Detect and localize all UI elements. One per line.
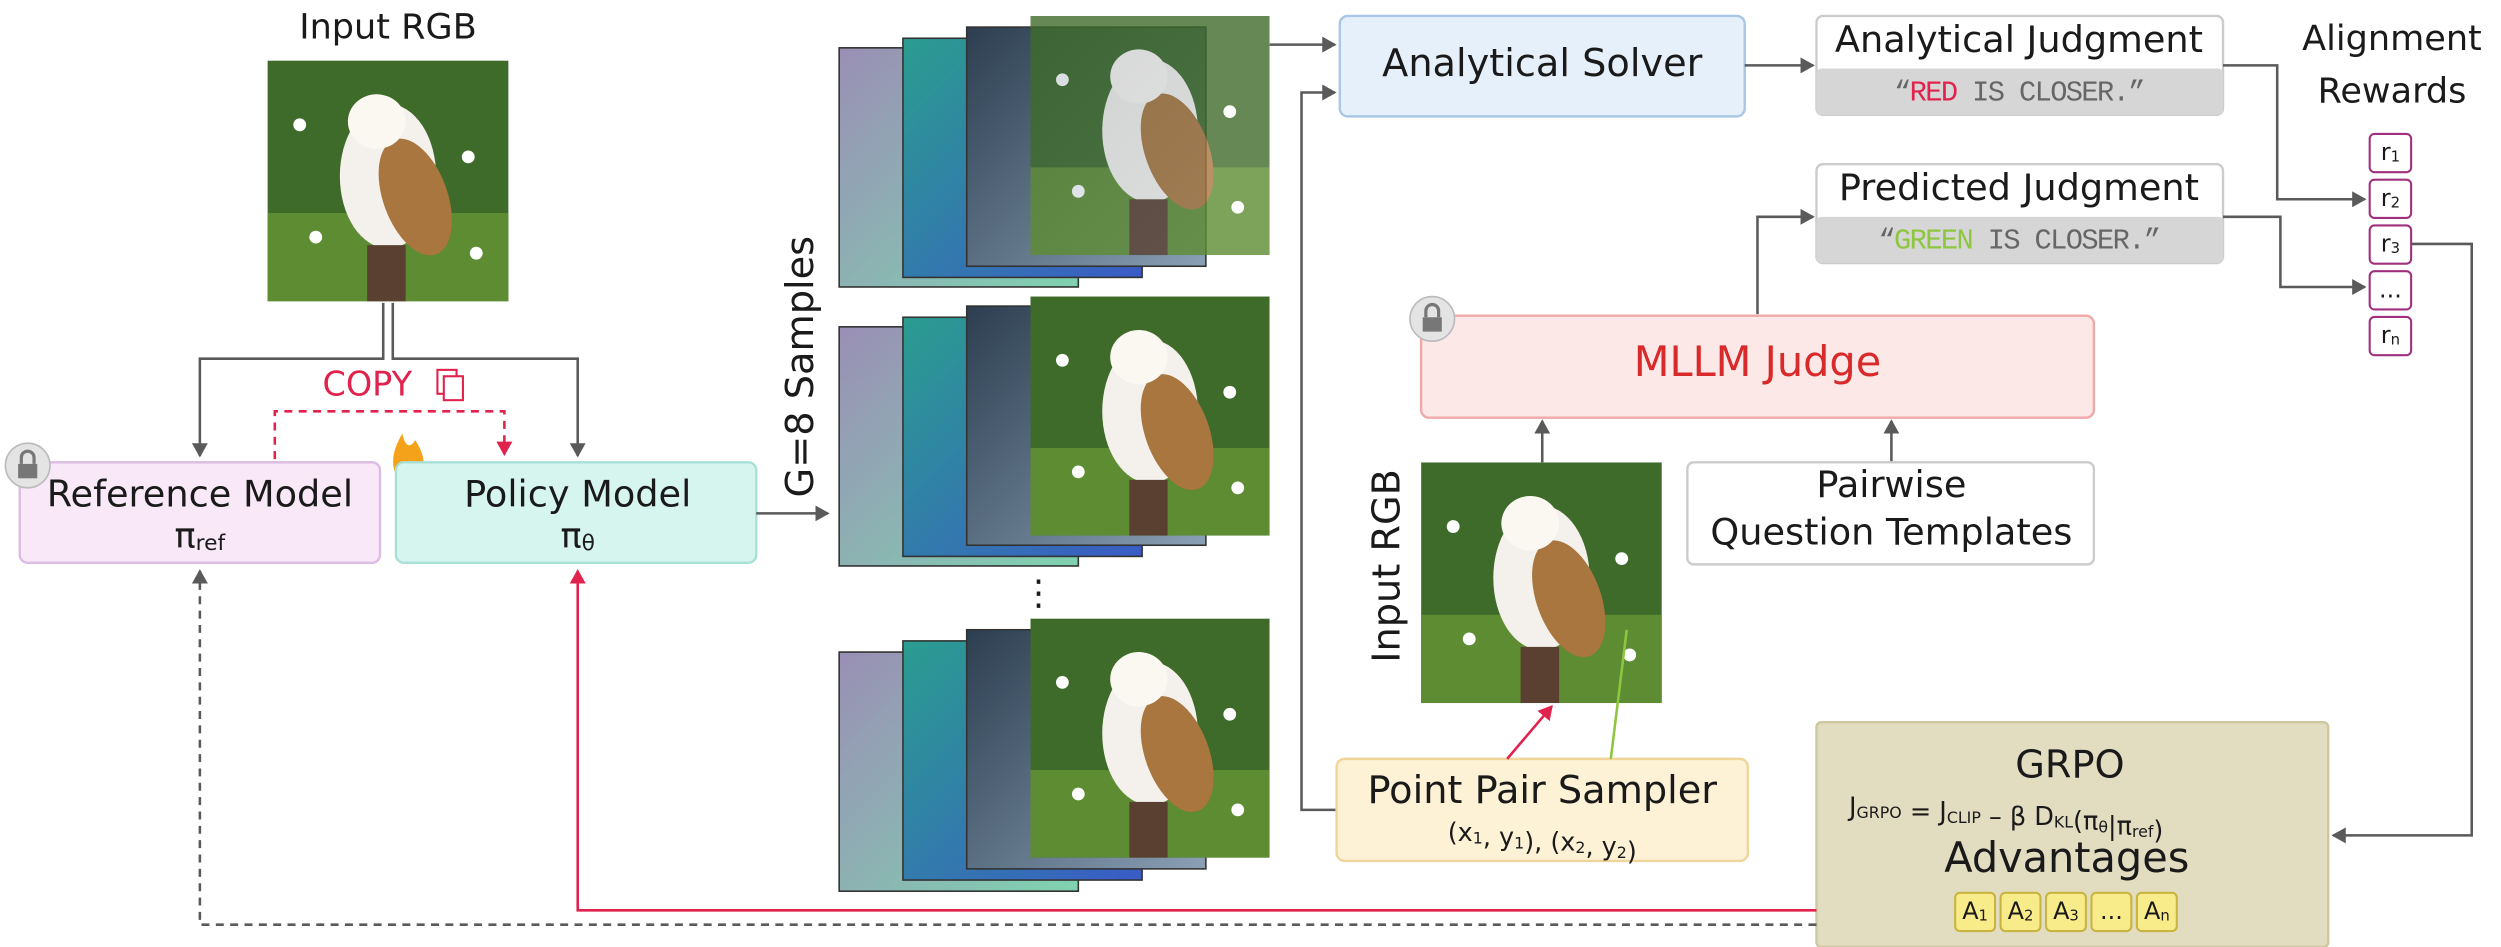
- text-part: = J: [1902, 797, 1947, 827]
- subscript: 1: [1473, 828, 1483, 847]
- text-part: A: [2008, 897, 2025, 925]
- copy-arrow: [275, 411, 505, 459]
- arrow: [1757, 217, 1813, 314]
- body: Input RGB COPY Reference Model πref Poli…: [0, 0, 2501, 947]
- sample-stack: [839, 619, 1269, 892]
- subscript: CLIP: [1947, 807, 1981, 826]
- quote-part: “: [1878, 224, 1894, 257]
- text-part: , y: [1483, 823, 1514, 853]
- arrow: [1302, 92, 1337, 809]
- text-part: r: [2381, 138, 2391, 166]
- point-arrow: [1507, 706, 1552, 759]
- sample-stack: [839, 297, 1269, 566]
- text-part: (x: [1448, 818, 1473, 848]
- subscript: 2: [2024, 907, 2033, 924]
- subscript: 2: [1575, 838, 1585, 857]
- text-part: ...: [2379, 275, 2402, 303]
- text-part: A: [2144, 897, 2161, 925]
- text-part: r: [2381, 184, 2391, 212]
- sample-card: [1030, 619, 1269, 858]
- grpo-title: GRPO: [2015, 742, 2124, 787]
- arrow: [393, 303, 578, 456]
- page: GRPO alignment pipeline { "input_rgb_top…: [0, 0, 2501, 947]
- subscript: KL: [2054, 812, 2073, 831]
- ellipsis: ⋮: [1021, 573, 1056, 614]
- lock-body: [1423, 317, 1442, 331]
- predicted-judgment-title: Predicted Judgment: [1839, 166, 2199, 209]
- subscript: ref: [196, 531, 227, 556]
- quote-part: IS CLOSER.”: [1956, 76, 2143, 109]
- alignment-rewards-title: Alignment: [2302, 18, 2482, 59]
- subscript: n: [2391, 332, 2400, 349]
- subscript: 2: [2391, 194, 2400, 211]
- text-part: J: [1847, 792, 1857, 822]
- sample-card: [1030, 297, 1269, 536]
- subscript: θ: [582, 531, 595, 556]
- text-part: ), (x: [1524, 827, 1575, 857]
- samples-label: G=8 Samples: [778, 236, 823, 498]
- text-part: (π: [2073, 807, 2098, 837]
- analytical-judgment-quote: “RED IS CLOSER.”: [1894, 76, 2144, 109]
- chip-label: ...: [2379, 275, 2402, 303]
- copy-label: COPY: [322, 364, 412, 403]
- quote-part: “: [1894, 76, 1910, 109]
- point-pair-sampler-label: Point Pair Sampler: [1367, 768, 1717, 813]
- text-part: , y: [1585, 832, 1616, 862]
- input-image: [268, 61, 509, 302]
- input-image: [1421, 462, 1662, 703]
- pairwise-label: Pairwise: [1816, 463, 1966, 506]
- diagram: Input RGB COPY Reference Model πref Poli…: [0, 0, 2501, 947]
- text-part: r: [2381, 321, 2391, 349]
- quote-part: GREEN: [1894, 224, 1972, 257]
- text-part: π: [175, 515, 196, 556]
- text-part: A: [1962, 897, 1979, 925]
- analytical-judgment-title: Analytical Judgment: [1835, 18, 2203, 61]
- sample-stack: [839, 16, 1269, 287]
- alignment-rewards-title: Rewards: [2318, 70, 2467, 111]
- reference-model-label: Reference Model: [47, 472, 353, 515]
- subscript: GRPO: [1857, 803, 1902, 822]
- lock-body: [18, 464, 37, 478]
- advantages: A1A2A3...An: [1955, 893, 2177, 931]
- subscript: 1: [2391, 148, 2400, 165]
- subscript: n: [2160, 907, 2169, 924]
- pairwise-label: Question Templates: [1710, 511, 2072, 554]
- subscript: 1: [1979, 907, 1988, 924]
- policy-model-label: Policy Model: [464, 472, 691, 515]
- advantages-title: Advantages: [1944, 834, 2189, 882]
- text-part: π: [560, 515, 581, 556]
- subscript: 3: [2391, 240, 2400, 257]
- chip-label: ...: [2100, 897, 2123, 925]
- sample-card: [1030, 16, 1269, 255]
- text-part: ...: [2100, 897, 2123, 925]
- subscript: 1: [1514, 833, 1524, 852]
- mllm-judge-label: MLLM Judge: [1634, 338, 1881, 386]
- quote-part: IS CLOSER.”: [1972, 224, 2159, 257]
- quote-part: RED: [1910, 76, 1957, 109]
- copy-icon: [444, 376, 463, 400]
- analytical-solver-label: Analytical Solver: [1382, 41, 1702, 86]
- subscript: 2: [1617, 842, 1627, 861]
- text-part: r: [2381, 230, 2391, 258]
- text-part: ): [1627, 837, 1637, 867]
- text-part: – β D: [1981, 802, 2054, 832]
- arrow: [2223, 217, 2365, 287]
- input-rgb-side-label: Input RGB: [1365, 469, 1410, 663]
- input-rgb-label: Input RGB: [299, 7, 477, 48]
- text-part: A: [2053, 897, 2070, 925]
- subscript: 3: [2069, 907, 2078, 924]
- predicted-judgment-quote: “GREEN IS CLOSER.”: [1878, 224, 2159, 257]
